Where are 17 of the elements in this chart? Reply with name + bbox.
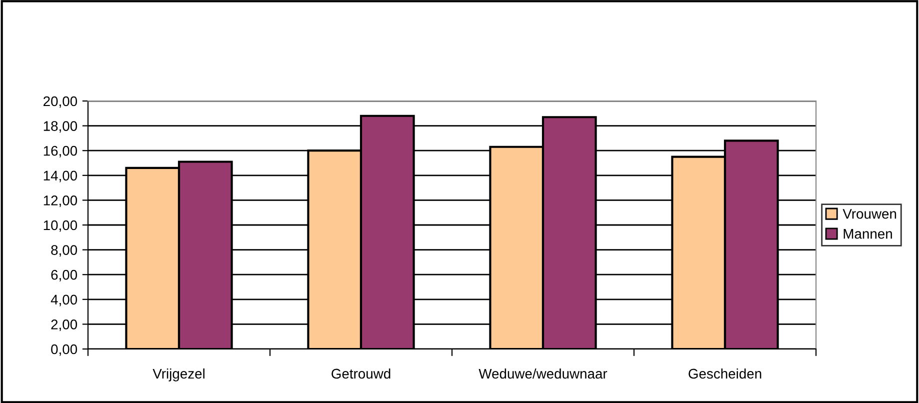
x-tick-label: Weduwe/weduwnaar	[478, 368, 608, 379]
x-tick-label: Getrouwd	[332, 368, 390, 379]
x-tick-label: Vrijgezel	[152, 368, 204, 382]
y-tick-label: 4,00	[50, 294, 78, 306]
y-tick-label: 12,00	[44, 196, 78, 208]
y-tick-label: 8,00	[51, 245, 78, 257]
y-tick-label: 16,00	[44, 146, 78, 158]
x-tick-label: Gescheiden	[688, 368, 762, 379]
legend-label: Mannen	[844, 229, 892, 239]
legend-label: Vrouwen	[842, 209, 896, 219]
y-tick-label: 14,00	[44, 170, 78, 182]
y-tick-label: 6,00	[51, 270, 78, 282]
y-tick-label: 10,00	[44, 220, 78, 232]
y-tick-label: 0,00	[51, 344, 78, 356]
y-tick-label: 2,00	[51, 320, 78, 332]
y-tick-label: 20,00	[44, 96, 78, 108]
y-tick-label: 18,00	[44, 121, 78, 133]
